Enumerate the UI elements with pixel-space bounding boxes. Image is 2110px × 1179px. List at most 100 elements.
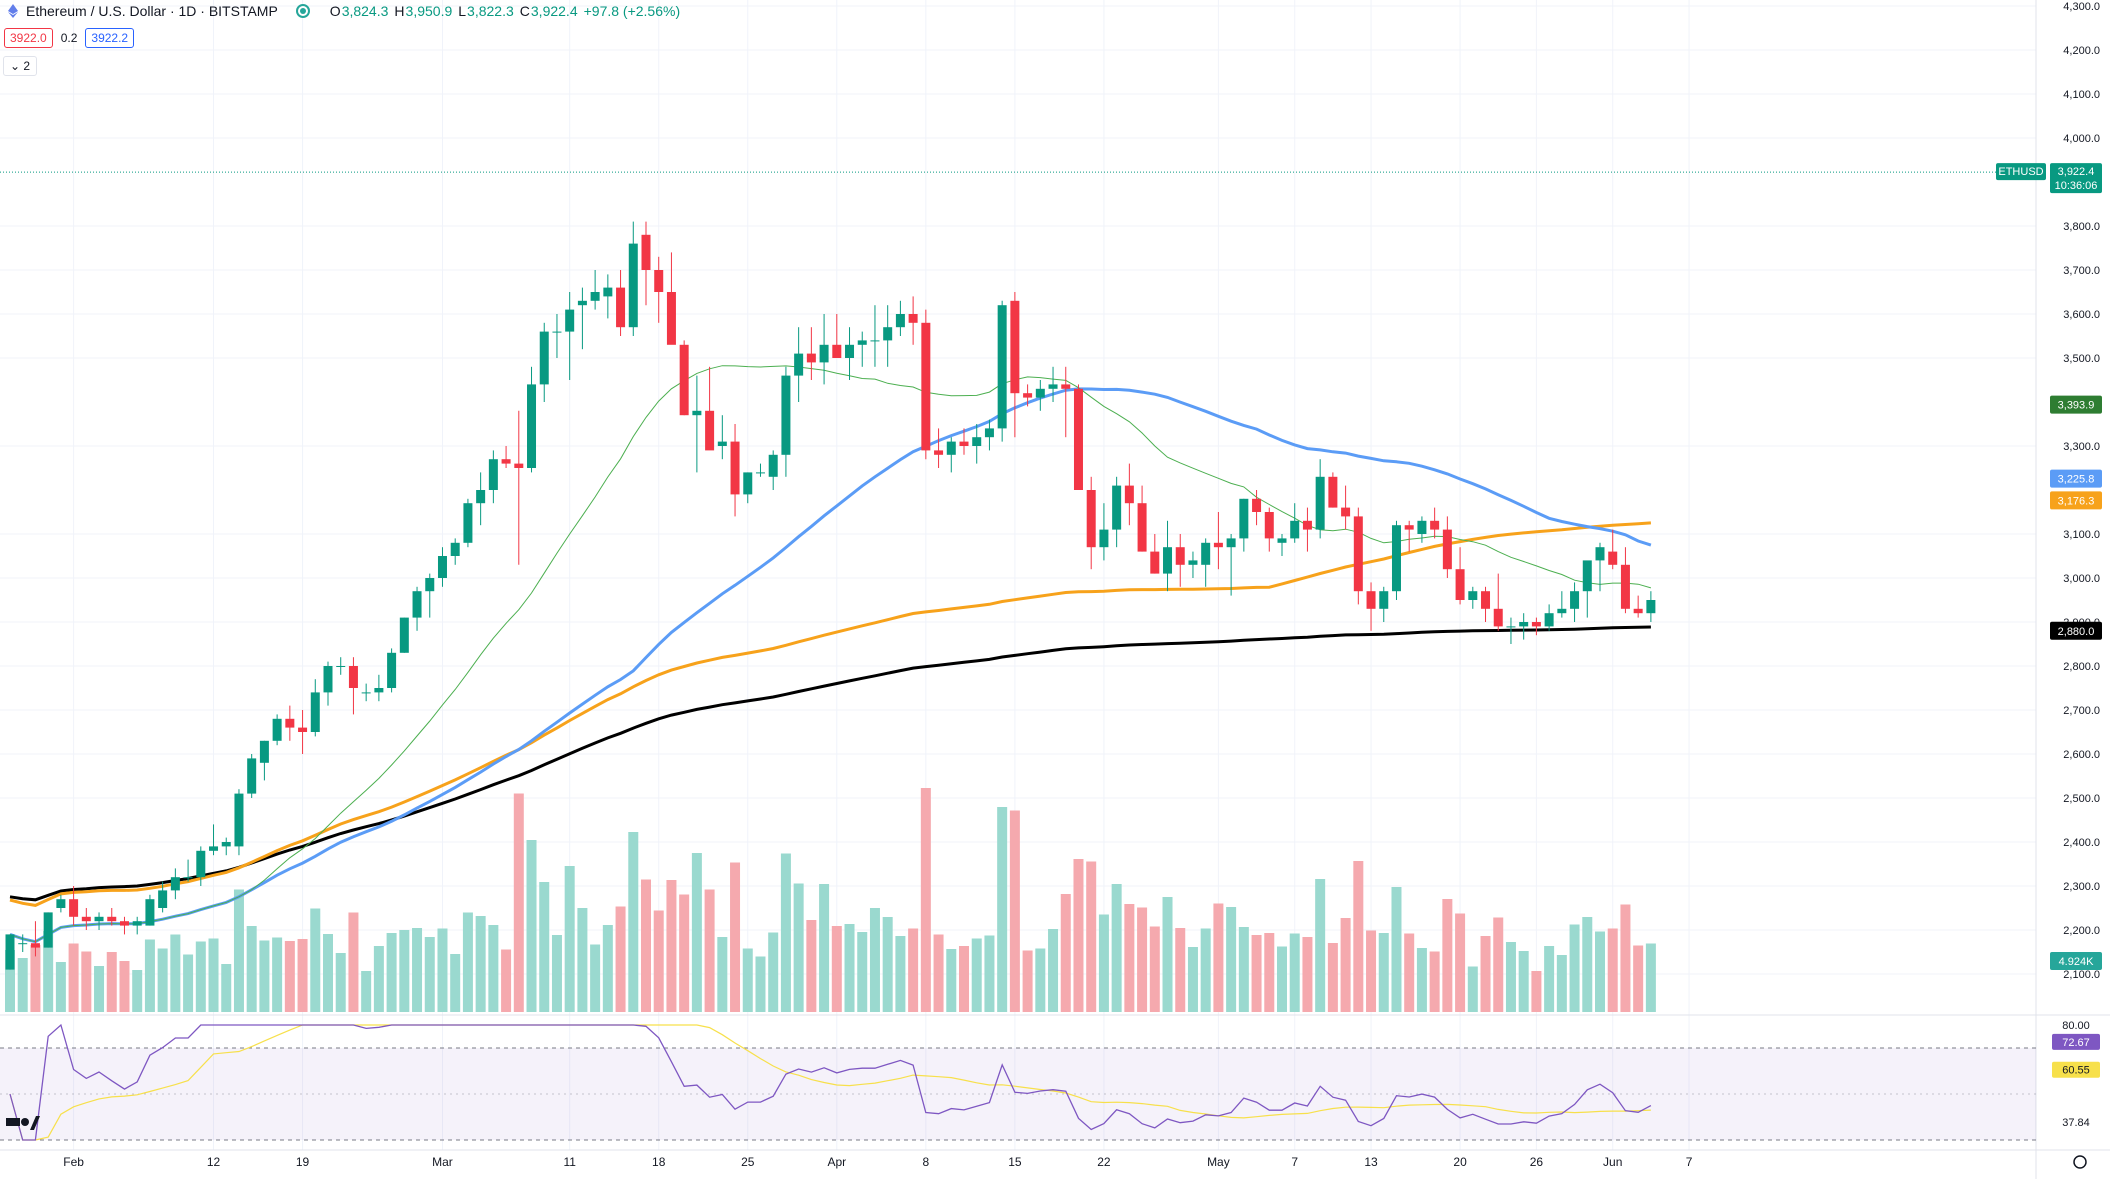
volume-bar [1327, 943, 1338, 1012]
price-tick-label: 3,700.0 [2063, 265, 2100, 277]
candle-body [1252, 498, 1262, 512]
candle-body [1481, 591, 1491, 609]
volume-bar [1315, 879, 1326, 1012]
volume-bar [450, 954, 461, 1012]
indicators-count: 2 [23, 59, 31, 73]
volume-bar [437, 928, 448, 1012]
candle-body [81, 916, 91, 922]
volume-bar [1060, 894, 1071, 1012]
candle-body [1506, 626, 1516, 628]
time-tick-label: 12 [207, 1155, 221, 1169]
volume-bar [94, 966, 105, 1012]
candle-body [1201, 542, 1211, 565]
candle-body [1099, 529, 1109, 548]
indicators-toggle-button[interactable]: ⌄ 2 [3, 56, 38, 76]
candle-body [1620, 564, 1630, 609]
price-tick-label: 3,300.0 [2063, 441, 2100, 453]
volume-bar [323, 934, 333, 1012]
candle-body [1391, 525, 1401, 592]
volume-bar [1582, 917, 1593, 1012]
candle-body [946, 441, 956, 455]
candle-body [1468, 591, 1478, 600]
candle-body [399, 617, 409, 653]
time-tick-label: 22 [1097, 1155, 1111, 1169]
sma20-label: 3,393.9 [2058, 400, 2095, 412]
candle-body [43, 912, 53, 948]
volume-bar [1162, 897, 1173, 1012]
spread-value: 0.2 [60, 31, 78, 45]
volume-bar [1518, 951, 1529, 1012]
time-tick-label: Apr [827, 1155, 846, 1169]
candle-body [132, 921, 142, 926]
volume-bar [1264, 933, 1275, 1012]
candle-body [425, 578, 435, 592]
volume-bar [1149, 926, 1160, 1012]
candle-body [1239, 498, 1249, 539]
volume-bar [5, 950, 15, 1012]
price-tick-label: 2,200.0 [2063, 925, 2100, 937]
candle-body [1379, 591, 1389, 609]
candle-body [755, 472, 765, 474]
logo-part [30, 1116, 40, 1130]
candle-body [781, 375, 791, 455]
candle-body [679, 344, 689, 416]
candle-body [883, 327, 893, 341]
chart-header: Ethereum / U.S. Dollar · 1D · BITSTAMP O… [0, 0, 680, 22]
rsi-current-label: 72.67 [2062, 1037, 2090, 1049]
volume-bar [577, 908, 588, 1012]
volume-bar [908, 928, 919, 1012]
volume-bar [1569, 924, 1580, 1012]
last-price-label: 3,922.4 [2058, 166, 2095, 178]
price-axis: 4,300.0 4,200.0 4,100.0 4,000.0 3,800.0 3,700… [1996, 1, 2102, 981]
volume-bar [742, 948, 753, 1012]
symbol-title[interactable]: Ethereum / U.S. Dollar · 1D · BITSTAMP [26, 3, 278, 19]
ethereum-icon [8, 4, 18, 18]
candle-body [1086, 490, 1096, 548]
volume-bar [564, 866, 575, 1012]
volume-bar [971, 938, 982, 1012]
open-label: O [329, 3, 341, 19]
volume-bar [1493, 917, 1504, 1012]
volume-bar [1442, 899, 1453, 1012]
candle-body [743, 472, 753, 495]
gear-icon[interactable] [2073, 1155, 2087, 1169]
volume-bar [488, 925, 499, 1012]
volume-bar [501, 949, 512, 1012]
candle-body [1175, 547, 1185, 565]
buy-button[interactable]: 3922.2 [85, 28, 135, 48]
candle-body [1366, 591, 1376, 609]
candle-body [1290, 520, 1300, 539]
sma20-price-marker: 3,393.9 [2050, 395, 2102, 414]
candle-body [921, 322, 931, 451]
volume-bar [361, 971, 372, 1012]
volume-bar [1455, 913, 1466, 1012]
time-tick-label: 7 [1291, 1155, 1298, 1169]
candle-body [158, 890, 168, 908]
candle-body [488, 459, 498, 490]
candle-body [692, 410, 702, 416]
candle-body [285, 718, 295, 728]
volume-bar [857, 932, 868, 1012]
volume-bar [1137, 907, 1148, 1012]
rsi-ma-line [9, 1024, 1651, 1141]
volume-bar [513, 793, 524, 1012]
volume-bar [297, 939, 308, 1012]
candle-body [603, 287, 613, 297]
sell-button[interactable]: 3922.0 [4, 28, 53, 48]
volume-bar [1544, 946, 1555, 1012]
volume-bar [1048, 929, 1059, 1012]
candle-body [221, 842, 231, 847]
volume-bar [424, 937, 435, 1012]
rsi-tick-label: 37.84 [2062, 1117, 2090, 1129]
volume-bar [462, 912, 473, 1012]
volume-bar [157, 948, 168, 1012]
volume-bar [246, 926, 257, 1012]
candle-body [1163, 547, 1173, 574]
volume-bar [119, 961, 130, 1012]
candle-body [1124, 485, 1134, 504]
candle-body [1493, 608, 1503, 627]
candle-body [170, 877, 180, 891]
logo-part [6, 1118, 20, 1126]
